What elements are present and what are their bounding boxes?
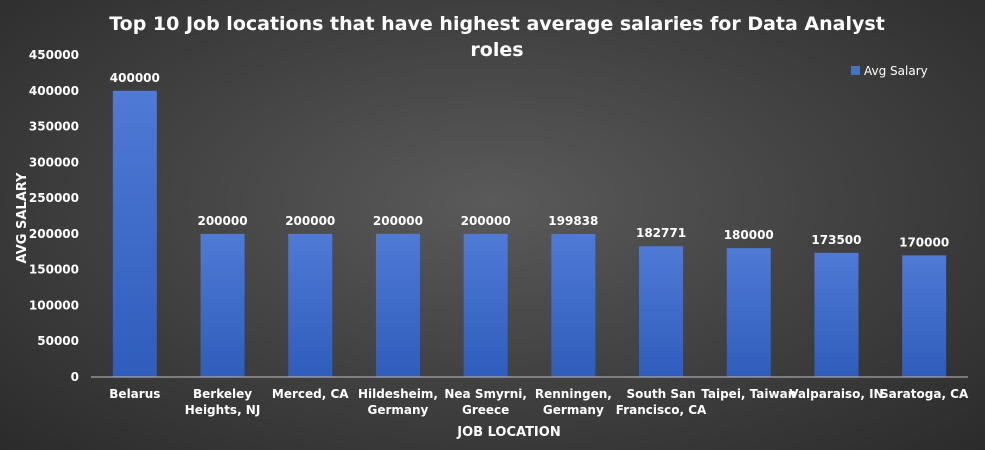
data-label: 170000 [899,235,949,249]
data-label: 400000 [110,71,160,85]
data-label: 200000 [461,214,511,228]
bar [288,233,333,377]
y-axis-title: AVG SALARY [15,172,30,264]
y-tick-label: 300000 [29,155,79,169]
y-tick-label: 400000 [29,84,79,98]
x-tick-label: Saratoga, CA [880,387,969,401]
x-tick-label: Nea Smyrni, Greece [444,387,527,417]
bar [463,233,508,377]
data-label: 200000 [373,214,423,228]
bar [375,233,420,377]
chart-title-line-2: roles [470,39,523,61]
x-tick-label: Hildesheim, Germany [358,387,438,417]
y-axis-ticks: 0 50000 100000 150000 200000 250000 300000 3500… [29,48,79,384]
data-label: 173500 [811,233,861,247]
bars [112,90,947,378]
y-tick-label: 150000 [29,263,79,277]
data-labels: 400000 200000 200000 200000 200000 199838 1827… [110,71,949,250]
data-label: 182771 [636,226,686,240]
x-tick-label: Taipei, Taiwan [701,387,796,401]
y-tick-label: 0 [71,370,79,384]
y-tick-label: 100000 [29,298,79,312]
legend: Avg Salary [851,64,928,78]
x-tick-label: Belarus [109,387,160,401]
data-label: 200000 [285,214,335,228]
chart-title-line-1: Top 10 Job locations that have highest a… [109,13,885,35]
data-label: 200000 [197,214,247,228]
x-tick-label: Berkeley Heights, NJ [185,387,261,417]
x-tick-label: Merced, CA [272,387,349,401]
bar [112,90,157,378]
x-axis-ticks: Belarus Berkeley Heights, NJ Merced, CA Hild… [109,387,969,417]
bar [639,246,684,377]
y-tick-label: 250000 [29,191,79,205]
x-axis-title: JOB LOCATION [456,425,560,440]
bar [200,233,245,377]
bar [902,255,947,377]
x-tick-label: South San Francisco, CA [616,387,707,417]
legend-label: Avg Salary [864,64,928,78]
legend-swatch [851,66,860,75]
bar [551,234,596,377]
y-tick-label: 200000 [29,227,79,241]
y-tick-label: 450000 [29,48,79,62]
data-label: 199838 [548,214,598,228]
data-label: 180000 [724,228,774,242]
bar [726,248,771,377]
y-tick-label: 350000 [29,120,79,134]
y-tick-label: 50000 [37,334,79,348]
x-tick-label: Renningen, Germany [535,387,612,417]
x-tick-label: Valparaiso, IN [789,387,883,401]
bar [814,252,859,377]
